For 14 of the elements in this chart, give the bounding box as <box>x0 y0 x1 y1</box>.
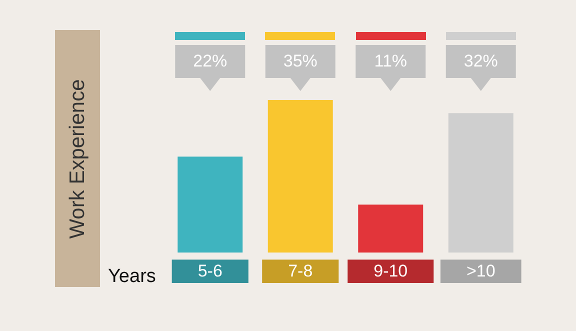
x-tick-label: 7-8 <box>288 261 313 280</box>
data-label: 35% <box>283 52 318 71</box>
x-tick-label: >10 <box>466 261 496 280</box>
bar <box>268 100 333 253</box>
data-label: 11% <box>374 52 408 71</box>
data-label: 22% <box>193 52 228 71</box>
bar <box>358 204 424 253</box>
data-label: 32% <box>464 52 498 71</box>
x-tick-label: 9-10 <box>374 261 408 280</box>
x-tick-label: 5-6 <box>198 261 222 280</box>
x-axis-title: Years <box>108 266 156 288</box>
bar <box>448 113 514 253</box>
y-axis-title: Work Experience <box>66 78 90 238</box>
bar <box>178 156 243 253</box>
